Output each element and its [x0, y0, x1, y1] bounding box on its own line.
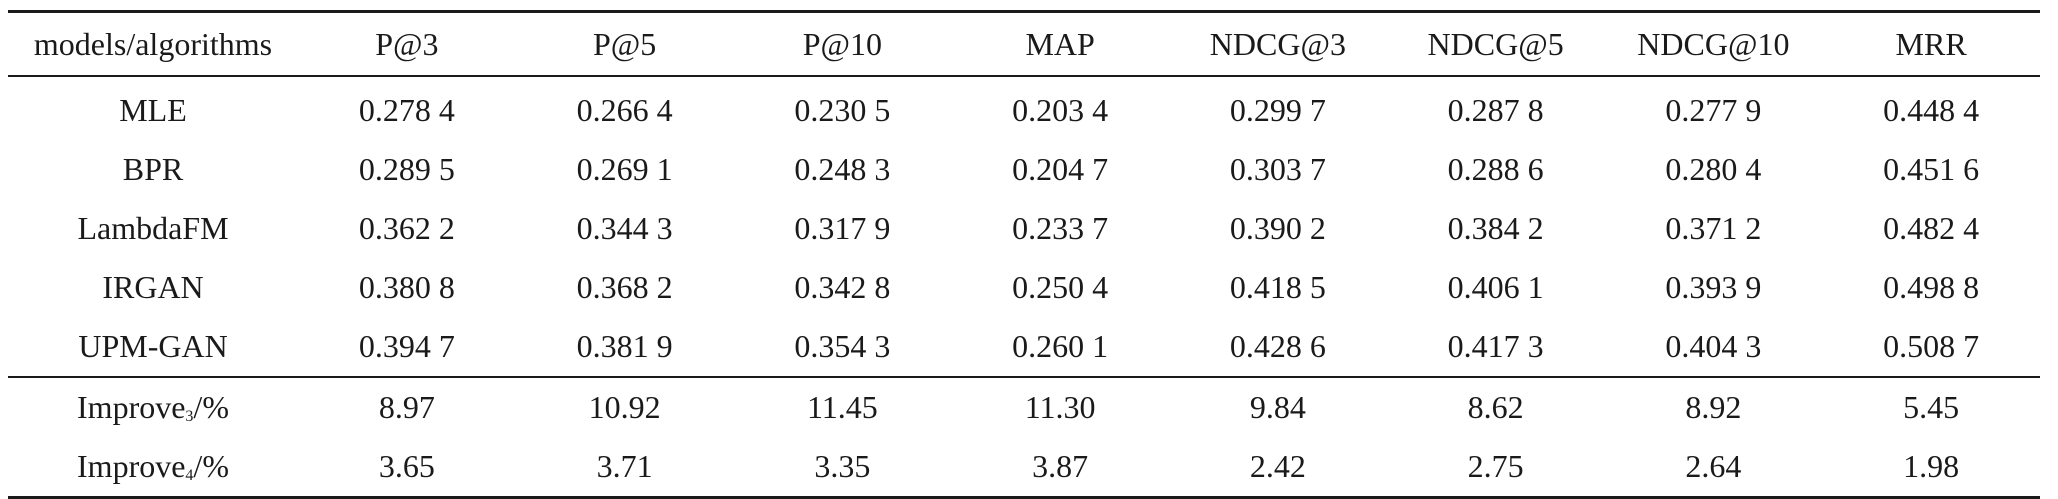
cell-ndcg-at-5: 0.287 8	[1447, 92, 1544, 128]
cell-ndcg-at-5: 2.75	[1467, 448, 1524, 484]
cell-ndcg-at-10: 0.404 3	[1665, 328, 1762, 364]
table-row: UPM-GAN 0.394 7 0.381 9 0.354 3 0.260 1 …	[8, 317, 2040, 377]
header-p-at-3: P@3	[375, 25, 439, 62]
cell-mrr: 0.498 8	[1883, 269, 1980, 305]
cell-map: 0.204 7	[1012, 151, 1109, 187]
header-mrr: MRR	[1895, 25, 1967, 62]
cell-p-at-10: 0.317 9	[794, 210, 891, 246]
cell-p-at-5: 0.368 2	[576, 269, 673, 305]
table-row: BPR 0.289 5 0.269 1 0.248 3 0.204 7 0.30…	[8, 140, 2040, 199]
cell-ndcg-at-10: 0.393 9	[1665, 269, 1762, 305]
cell-p-at-3: 0.362 2	[358, 210, 455, 246]
cell-map: 11.30	[1024, 389, 1096, 425]
model-name: IRGAN	[102, 269, 204, 305]
cell-mrr: 0.448 4	[1883, 92, 1980, 128]
cell-p-at-10: 11.45	[806, 389, 878, 425]
model-name: LambdaFM	[77, 210, 229, 246]
cell-p-at-5: 3.71	[596, 448, 653, 484]
cell-p-at-3: 0.394 7	[358, 328, 455, 364]
header-p-at-10: P@10	[802, 25, 882, 62]
cell-ndcg-at-3: 0.303 7	[1229, 151, 1326, 187]
table-row: LambdaFM 0.362 2 0.344 3 0.317 9 0.233 7…	[8, 199, 2040, 258]
table-row: Improve4/% 3.65 3.71 3.35 3.87 2.42 2.75…	[8, 437, 2040, 498]
cell-map: 0.260 1	[1012, 328, 1109, 364]
cell-p-at-10: 0.354 3	[794, 328, 891, 364]
cell-ndcg-at-5: 0.417 3	[1447, 328, 1544, 364]
improvement-label: Improve4/%	[8, 437, 298, 498]
cell-ndcg-at-3: 2.42	[1249, 448, 1306, 484]
cell-map: 0.203 4	[1012, 92, 1109, 128]
cell-ndcg-at-3: 0.418 5	[1229, 269, 1326, 305]
cell-mrr: 0.482 4	[1883, 210, 1980, 246]
cell-map: 0.233 7	[1012, 210, 1109, 246]
results-table: models/algorithms P@3 P@5 P@10 MAP NDCG@…	[8, 10, 2040, 499]
cell-ndcg-at-3: 0.428 6	[1229, 328, 1326, 364]
results-table-container: models/algorithms P@3 P@5 P@10 MAP NDCG@…	[8, 10, 2040, 499]
cell-ndcg-at-3: 9.84	[1249, 389, 1306, 425]
improvement-label-subscript: 4	[185, 467, 194, 484]
improvement-label-base: Improve	[77, 389, 186, 425]
cell-p-at-3: 8.97	[378, 389, 435, 425]
cell-p-at-5: 0.266 4	[576, 92, 673, 128]
cell-mrr: 0.451 6	[1883, 151, 1980, 187]
cell-ndcg-at-5: 0.384 2	[1447, 210, 1544, 246]
cell-mrr: 1.98	[1903, 448, 1960, 484]
improvement-label-subscript: 3	[185, 408, 194, 425]
header-map: MAP	[1025, 25, 1095, 62]
cell-ndcg-at-10: 0.277 9	[1665, 92, 1762, 128]
cell-ndcg-at-10: 2.64	[1685, 448, 1742, 484]
cell-mrr: 5.45	[1903, 389, 1960, 425]
cell-p-at-5: 0.381 9	[576, 328, 673, 364]
header-ndcg-at-10: NDCG@10	[1637, 25, 1790, 62]
cell-ndcg-at-5: 0.406 1	[1447, 269, 1544, 305]
cell-p-at-3: 0.289 5	[358, 151, 455, 187]
model-results: MLE 0.278 4 0.266 4 0.230 5 0.203 4 0.29…	[8, 76, 2040, 377]
improvement-label-suffix: /%	[193, 448, 229, 484]
cell-ndcg-at-10: 8.92	[1685, 389, 1742, 425]
cell-map: 0.250 4	[1012, 269, 1109, 305]
cell-p-at-5: 0.269 1	[576, 151, 673, 187]
model-name: BPR	[122, 151, 184, 187]
header-ndcg-at-3: NDCG@3	[1209, 25, 1346, 62]
cell-p-at-10: 0.342 8	[794, 269, 891, 305]
table-row: Improve3/% 8.97 10.92 11.45 11.30 9.84 8…	[8, 377, 2040, 437]
cell-p-at-10: 0.230 5	[794, 92, 891, 128]
cell-p-at-10: 3.35	[814, 448, 871, 484]
header-row: models/algorithms P@3 P@5 P@10 MAP NDCG@…	[8, 11, 2040, 76]
model-name: MLE	[119, 92, 187, 128]
table-row: MLE 0.278 4 0.266 4 0.230 5 0.203 4 0.29…	[8, 76, 2040, 140]
header-models-algorithms: models/algorithms	[33, 25, 273, 62]
cell-ndcg-at-5: 0.288 6	[1447, 151, 1544, 187]
cell-ndcg-at-3: 0.390 2	[1229, 210, 1326, 246]
header-p-at-5: P@5	[592, 25, 657, 62]
cell-p-at-5: 0.344 3	[576, 210, 673, 246]
cell-p-at-10: 0.248 3	[794, 151, 891, 187]
cell-p-at-3: 0.380 8	[358, 269, 455, 305]
model-name: UPM-GAN	[78, 328, 228, 364]
cell-ndcg-at-10: 0.280 4	[1665, 151, 1762, 187]
cell-map: 3.87	[1032, 448, 1089, 484]
improvement-label-suffix: /%	[193, 389, 229, 425]
cell-p-at-3: 0.278 4	[358, 92, 455, 128]
cell-mrr: 0.508 7	[1883, 328, 1980, 364]
improvement-rows: Improve3/% 8.97 10.92 11.45 11.30 9.84 8…	[8, 377, 2040, 498]
cell-ndcg-at-5: 8.62	[1467, 389, 1524, 425]
improvement-label-base: Improve	[77, 448, 186, 484]
cell-p-at-3: 3.65	[378, 448, 435, 484]
cell-ndcg-at-3: 0.299 7	[1229, 92, 1326, 128]
cell-ndcg-at-10: 0.371 2	[1665, 210, 1762, 246]
improvement-label: Improve3/%	[8, 377, 298, 437]
cell-p-at-5: 10.92	[588, 389, 661, 425]
header-ndcg-at-5: NDCG@5	[1427, 25, 1564, 62]
table-row: IRGAN 0.380 8 0.368 2 0.342 8 0.250 4 0.…	[8, 258, 2040, 317]
